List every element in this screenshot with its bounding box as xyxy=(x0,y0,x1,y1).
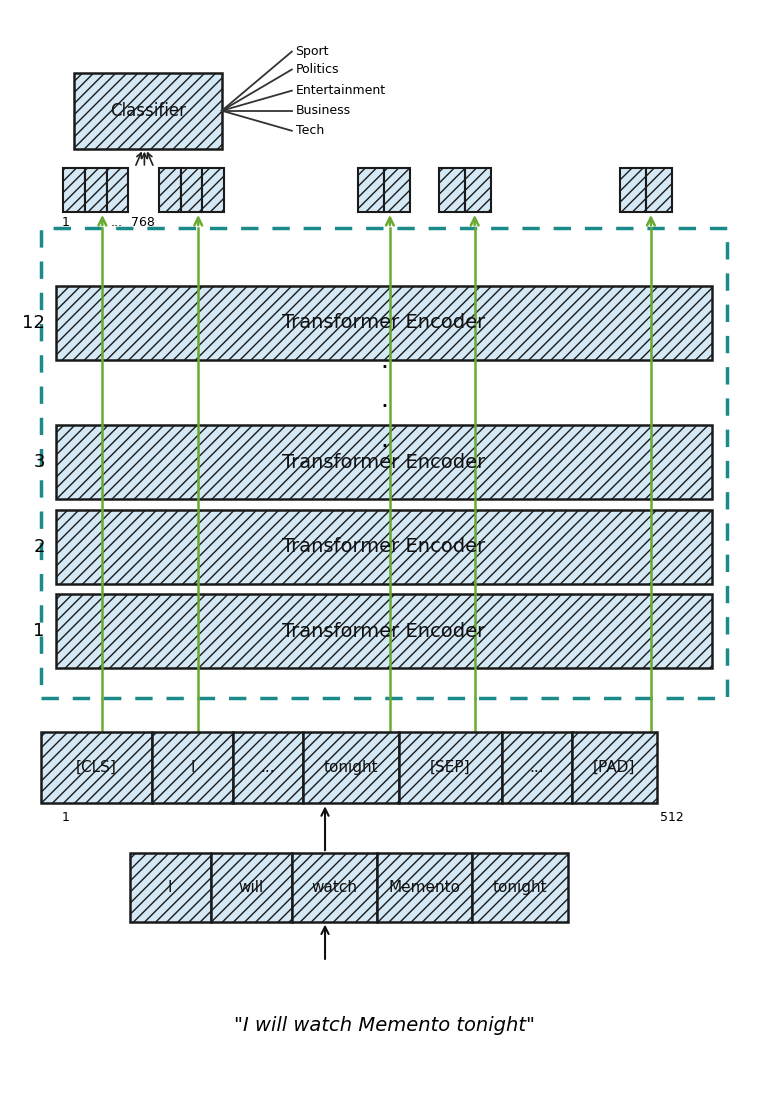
Bar xyxy=(63,167,85,212)
Text: ...: ... xyxy=(260,760,275,775)
Bar xyxy=(472,854,568,922)
Bar xyxy=(203,167,224,212)
Text: 512: 512 xyxy=(660,811,684,824)
Text: I: I xyxy=(168,880,173,895)
Bar xyxy=(376,854,472,922)
Bar xyxy=(439,167,465,212)
Bar xyxy=(233,732,303,803)
Bar xyxy=(56,286,712,360)
Bar xyxy=(85,167,107,212)
Text: [CLS]: [CLS] xyxy=(76,760,117,775)
Bar xyxy=(646,167,671,212)
Text: ...: ... xyxy=(530,760,545,775)
Text: [SEP]: [SEP] xyxy=(430,760,471,775)
Bar xyxy=(358,167,384,212)
Bar xyxy=(572,732,657,803)
Bar xyxy=(56,594,712,669)
Text: Transformer Encoder: Transformer Encoder xyxy=(283,314,485,332)
Text: Tech: Tech xyxy=(296,124,324,138)
Bar xyxy=(620,167,646,212)
Text: Entertainment: Entertainment xyxy=(296,84,386,97)
Bar xyxy=(303,732,399,803)
Bar xyxy=(152,732,233,803)
Text: ·
·
·: · · · xyxy=(380,356,388,459)
Bar xyxy=(56,510,712,584)
Text: watch: watch xyxy=(311,880,357,895)
Text: 3: 3 xyxy=(33,453,45,472)
Bar xyxy=(56,426,712,499)
Text: Politics: Politics xyxy=(296,63,339,76)
Text: Business: Business xyxy=(296,104,351,118)
Text: 1: 1 xyxy=(61,811,69,824)
Text: 2: 2 xyxy=(33,538,45,556)
Bar xyxy=(502,732,572,803)
Text: 1: 1 xyxy=(34,623,45,640)
Bar xyxy=(384,167,410,212)
Bar xyxy=(130,854,210,922)
Text: Sport: Sport xyxy=(296,45,329,58)
Text: will: will xyxy=(239,880,264,895)
Text: ...: ... xyxy=(111,217,123,229)
Text: "I will watch Memento tonight": "I will watch Memento tonight" xyxy=(233,1015,535,1035)
Text: Transformer Encoder: Transformer Encoder xyxy=(283,453,485,472)
Text: [PAD]: [PAD] xyxy=(593,760,636,775)
Bar xyxy=(107,167,128,212)
Text: Transformer Encoder: Transformer Encoder xyxy=(283,537,485,557)
Text: Classifier: Classifier xyxy=(110,101,186,120)
Text: Transformer Encoder: Transformer Encoder xyxy=(283,621,485,641)
Text: 768: 768 xyxy=(131,217,155,229)
Bar xyxy=(465,167,491,212)
Text: 1: 1 xyxy=(61,217,69,229)
Bar xyxy=(210,854,292,922)
Bar xyxy=(41,732,152,803)
Bar xyxy=(399,732,502,803)
Bar xyxy=(41,228,727,697)
Text: 12: 12 xyxy=(22,314,45,332)
Text: I: I xyxy=(190,760,194,775)
Bar xyxy=(74,73,222,148)
Bar xyxy=(292,854,376,922)
Text: Memento: Memento xyxy=(389,880,461,895)
Text: tonight: tonight xyxy=(493,880,548,895)
Bar xyxy=(159,167,180,212)
Text: tonight: tonight xyxy=(323,760,378,775)
Bar xyxy=(180,167,203,212)
